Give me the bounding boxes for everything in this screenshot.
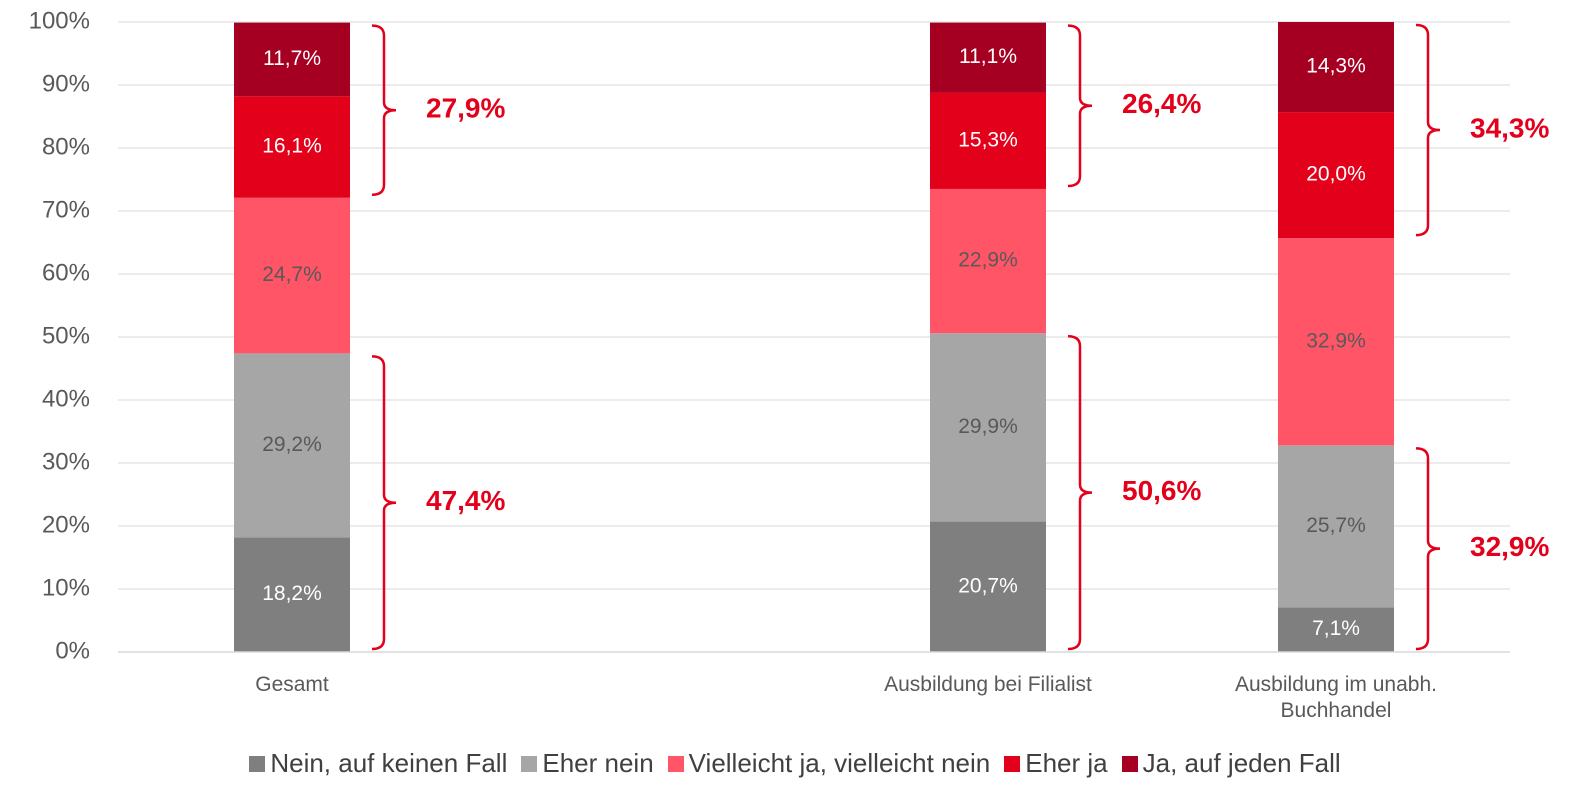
data-label: 14,3% bbox=[1306, 55, 1366, 78]
y-tick-label: 60% bbox=[42, 259, 90, 286]
legend-item: Ja, auf jeden Fall bbox=[1121, 748, 1341, 779]
bar-segment bbox=[930, 188, 1046, 334]
bracket-label: 50,6% bbox=[1122, 475, 1201, 506]
bar-segment bbox=[234, 197, 350, 354]
legend: Nein, auf keinen Fall Eher nein Vielleicht… bbox=[0, 748, 1590, 779]
data-label: 16,1% bbox=[262, 135, 322, 158]
bracket bbox=[371, 24, 397, 197]
legend-swatch bbox=[249, 755, 266, 772]
data-label: 22,9% bbox=[958, 249, 1018, 272]
category-label: Ausbildung bei Filialist bbox=[884, 673, 1092, 696]
y-tick-label: 10% bbox=[42, 574, 90, 601]
bar-segment bbox=[234, 22, 350, 97]
bar-segment bbox=[234, 537, 350, 652]
category-label: Gesamt bbox=[255, 673, 329, 696]
y-tick-label: 70% bbox=[42, 196, 90, 223]
bracket bbox=[1067, 24, 1093, 188]
y-tick-label: 50% bbox=[42, 322, 90, 349]
legend-item: Nein, auf keinen Fall bbox=[249, 748, 507, 779]
data-label: 20,0% bbox=[1306, 163, 1366, 186]
bracket bbox=[371, 355, 397, 651]
legend-item: Eher nein bbox=[521, 748, 654, 779]
bracket-label: 26,4% bbox=[1122, 88, 1201, 119]
bar-segment bbox=[1278, 112, 1394, 239]
data-label: 7,1% bbox=[1312, 617, 1360, 640]
legend-label: Nein, auf keinen Fall bbox=[270, 748, 508, 778]
y-tick-label: 0% bbox=[55, 637, 90, 664]
y-tick-label: 80% bbox=[42, 133, 90, 160]
data-label: 11,7% bbox=[263, 47, 321, 70]
legend-label: Vielleicht ja, vielleicht nein bbox=[688, 748, 991, 778]
bracket bbox=[1415, 447, 1441, 651]
data-label: 18,2% bbox=[262, 582, 322, 605]
y-tick-label: 20% bbox=[42, 511, 90, 538]
legend-swatch bbox=[1004, 755, 1021, 772]
category-label: Ausbildung im unabh. Buchhandel bbox=[1235, 673, 1437, 722]
bracket-label: 47,4% bbox=[426, 485, 505, 516]
bar-segment bbox=[234, 353, 350, 538]
bar-segment bbox=[1278, 445, 1394, 608]
bar-segment bbox=[930, 92, 1046, 189]
data-label: 29,2% bbox=[262, 433, 322, 456]
data-label: 15,3% bbox=[958, 128, 1018, 151]
data-label: 25,7% bbox=[1306, 514, 1366, 537]
y-tick-label: 100% bbox=[29, 7, 90, 34]
legend-label: Eher ja bbox=[1025, 748, 1108, 778]
bar-segment bbox=[930, 22, 1046, 93]
bar-segment bbox=[1278, 22, 1394, 113]
data-label: 24,7% bbox=[262, 263, 322, 286]
legend-swatch bbox=[667, 755, 684, 772]
data-label: 32,9% bbox=[1306, 329, 1366, 352]
legend-label: Eher nein bbox=[542, 748, 654, 778]
legend-item: Eher ja bbox=[1004, 748, 1108, 779]
y-tick-label: 30% bbox=[42, 448, 90, 475]
data-label: 11,1% bbox=[959, 45, 1017, 68]
data-label: 20,7% bbox=[958, 574, 1018, 597]
legend-swatch bbox=[521, 755, 538, 772]
bracket bbox=[1067, 334, 1093, 651]
bracket-label: 34,3% bbox=[1470, 112, 1549, 143]
bar-segment bbox=[234, 96, 350, 198]
legend-label: Ja, auf jeden Fall bbox=[1142, 748, 1341, 778]
bracket-label: 27,9% bbox=[426, 93, 505, 124]
legend-swatch bbox=[1121, 755, 1138, 772]
y-tick-label: 40% bbox=[42, 385, 90, 412]
bracket-label: 32,9% bbox=[1470, 531, 1549, 562]
legend-item: Vielleicht ja, vielleicht nein bbox=[667, 748, 991, 779]
bar-segment bbox=[1278, 238, 1394, 446]
bar-segment bbox=[1278, 607, 1394, 652]
bar-segment bbox=[930, 333, 1046, 522]
data-label: 29,9% bbox=[958, 415, 1018, 438]
bracket bbox=[1415, 23, 1441, 237]
bar-segment bbox=[930, 521, 1046, 652]
y-tick-label: 90% bbox=[42, 70, 90, 97]
